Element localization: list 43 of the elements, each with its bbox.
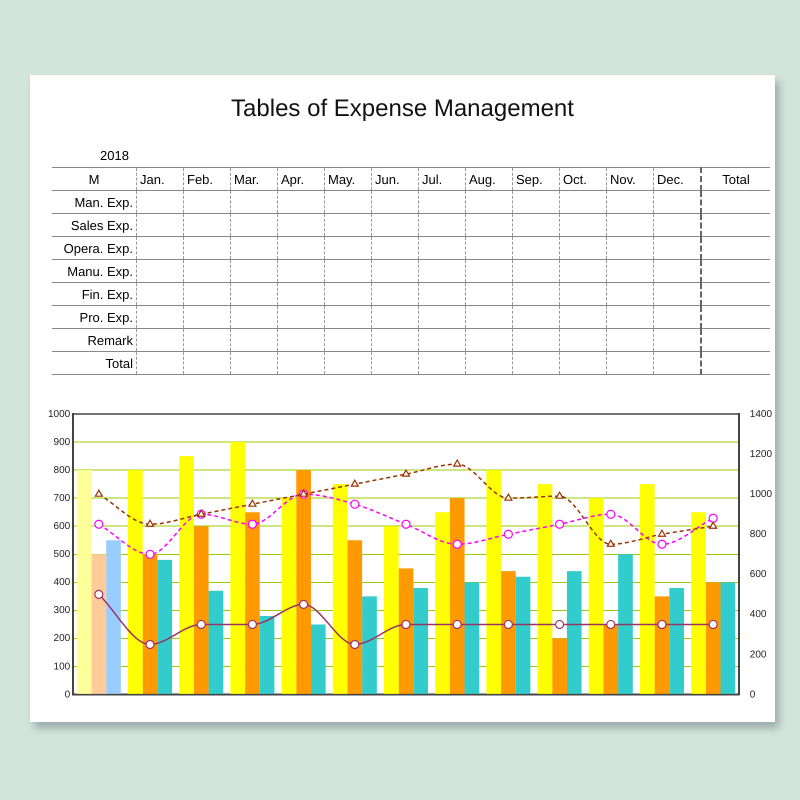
category-label: Total [106,356,133,370]
y-tick-label: 800 [54,464,71,476]
y2-tick-label: 600 [750,569,767,580]
category-label: May. [324,168,372,190]
y-tick-label: 500 [54,549,71,560]
text: Tables of Expense Management [230,95,575,123]
category-label: Sep. [512,168,560,190]
y-tick-label: 0 [64,689,71,700]
y-tick-label: 300 [54,605,71,616]
category-label: Sales Exp. [70,218,133,232]
category-label: Apr. [278,168,324,190]
text: 2018 [100,148,129,163]
category-label: Dec. [654,168,701,190]
y-tick-label: 100 [54,661,71,672]
category-label: Feb. [184,168,230,190]
y-tick-label: 200 [54,633,71,644]
y-tick-label: 400 [54,577,71,588]
category-label: Jun. [372,168,418,190]
category-label: Man. Exp. [74,194,133,210]
y2-tick-label: 1200 [750,448,772,460]
category-label: Fin. Exp. [82,286,133,302]
y2-tick-label: 200 [750,649,767,660]
category-label: Mar. [230,168,278,190]
y-tick-label: 700 [54,492,71,504]
category-label: Opera. Exp. [64,240,133,256]
category-label: Nov. [606,168,654,190]
y2-tick-label: 1400 [750,408,772,420]
y2-tick-label: 1000 [750,488,772,500]
category-label: Manu. Exp. [67,264,133,278]
category-label: Total [701,168,770,190]
y2-tick-label: 400 [750,609,767,620]
category-label: Oct. [560,168,606,190]
y-tick-label: 600 [54,520,71,532]
y-tick-label: 1000 [48,408,71,420]
category-label: Jul. [418,168,466,190]
category-label: Pro. Exp. [80,310,133,324]
category-label: Remark [87,332,133,348]
category-label: Aug. [466,168,512,190]
y-tick-label: 900 [54,436,71,448]
y2-tick-label: 0 [750,689,756,700]
text: M [52,168,136,190]
y2-tick-label: 800 [750,529,767,540]
category-label: Jan. [136,168,184,190]
